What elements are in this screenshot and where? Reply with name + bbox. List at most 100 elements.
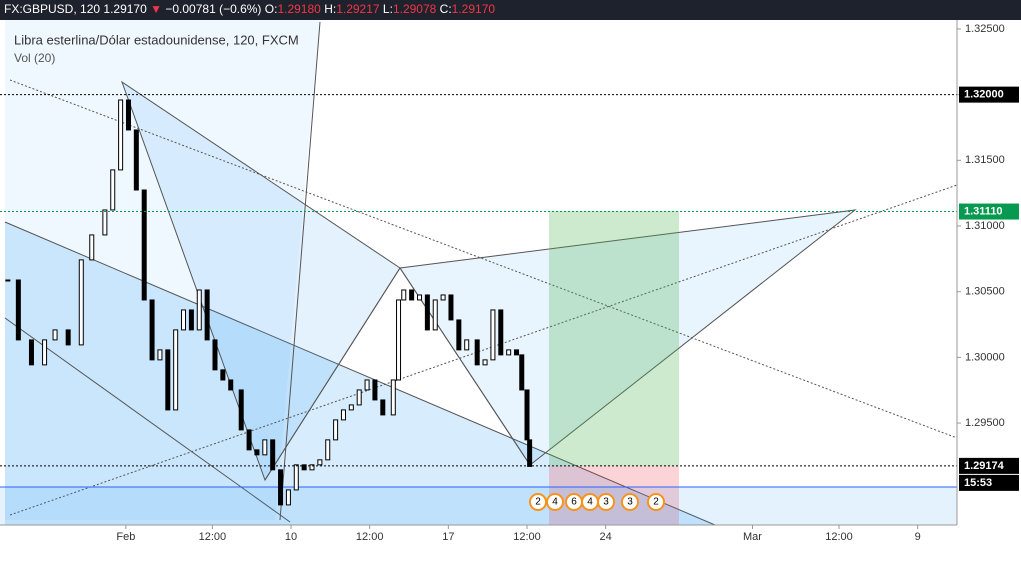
candle <box>254 449 260 456</box>
candle <box>270 439 276 471</box>
price-label: 1.31110 <box>964 205 1003 217</box>
candle <box>340 409 346 421</box>
y-tick-label: 1.31000 <box>965 220 1005 232</box>
candle <box>102 209 108 236</box>
candle <box>246 429 252 451</box>
candle <box>52 329 58 341</box>
candle <box>424 294 430 331</box>
x-tick-label: 12:00 <box>513 531 541 543</box>
o-label: O: <box>265 2 278 16</box>
candle <box>464 339 470 351</box>
header: FX:GBPUSD, 120 1.29170 ▼ −0.00781 (−0.6%… <box>4 2 495 16</box>
candle <box>325 439 331 461</box>
event-badge: 2 <box>647 493 665 511</box>
y-tick-label: 1.29500 <box>965 417 1005 429</box>
candle <box>220 369 226 381</box>
candle <box>519 354 525 391</box>
candle <box>317 459 323 466</box>
candle <box>118 99 124 171</box>
axes: 1.32500 1.32000 1.31500 1.31000 1.30500 1.300… <box>116 23 1019 543</box>
event-count: 2 <box>653 497 659 508</box>
candle <box>133 129 139 191</box>
c-label: C: <box>440 2 452 16</box>
candle <box>456 319 462 351</box>
candle <box>440 294 446 301</box>
low: 1.29078 <box>393 2 437 16</box>
candle <box>125 99 131 131</box>
header-bar <box>0 0 1021 20</box>
candle <box>348 404 354 411</box>
candle <box>89 234 95 261</box>
candle <box>364 379 370 391</box>
event-badge: 4 <box>546 493 564 511</box>
event-count: 3 <box>603 497 609 508</box>
x-tick-label: 12:00 <box>825 531 853 543</box>
candle <box>309 464 315 471</box>
x-tick-label: 12:00 <box>199 531 227 543</box>
trend-line <box>279 21 321 521</box>
candle <box>524 389 530 441</box>
y-tick-label: 1.32500 <box>965 23 1005 35</box>
candle <box>181 309 187 331</box>
indicator: Vol (20) <box>14 51 55 65</box>
arrow: ▼ <box>150 2 162 16</box>
candle <box>15 279 21 341</box>
volume-pane <box>0 487 957 525</box>
candle <box>514 349 520 356</box>
dotted-line <box>9 184 958 516</box>
x-tick-label: Feb <box>116 531 135 543</box>
candle <box>188 309 194 331</box>
candle <box>356 389 362 406</box>
candle <box>196 289 202 331</box>
event-count: 4 <box>552 497 558 508</box>
candle <box>396 299 402 381</box>
candle <box>173 329 179 411</box>
candle <box>78 259 84 346</box>
x-tick-label: 17 <box>442 531 454 543</box>
countdown: 15:53 <box>964 477 992 489</box>
event-badge: 6 <box>565 493 583 511</box>
price-label-bg <box>959 457 1019 474</box>
event-circle <box>647 493 665 511</box>
price-label: 1.29174 <box>964 460 1005 472</box>
symbol: FX:GBPUSD, 120 <box>4 2 100 16</box>
chart-title: Libra esterlina/Dólar estadounidense, 12… <box>14 32 299 47</box>
candle <box>417 294 423 301</box>
candle <box>110 169 116 211</box>
candle <box>448 294 454 321</box>
candle <box>278 469 284 506</box>
event-badge: 2 <box>529 493 547 511</box>
candle <box>293 464 299 491</box>
candle <box>149 299 155 361</box>
candle <box>401 289 407 301</box>
candle <box>5 279 11 282</box>
channel-line <box>4 221 716 526</box>
long-target <box>549 211 679 466</box>
price-label-bg <box>959 203 1019 220</box>
candle <box>165 349 171 411</box>
candle <box>65 329 71 346</box>
event-count: 2 <box>535 497 541 508</box>
y-tick-label: 1.30500 <box>965 286 1005 298</box>
countdown-bg <box>959 474 1019 491</box>
h-label: H: <box>324 2 336 16</box>
y-tick-label: 1.31500 <box>965 154 1005 166</box>
event-circle <box>621 493 639 511</box>
x-tick-label: 9 <box>915 531 921 543</box>
candle <box>333 419 339 441</box>
candle <box>506 349 512 356</box>
candle <box>482 359 488 366</box>
event-count: 6 <box>571 497 577 508</box>
channel-line <box>4 317 291 523</box>
event-badge: 4 <box>581 493 599 511</box>
candle <box>212 339 218 371</box>
x-tick-label: 12:00 <box>356 531 384 543</box>
candle <box>409 289 415 301</box>
event-badge: 3 <box>621 493 639 511</box>
candle <box>204 289 210 341</box>
candle <box>228 379 234 391</box>
